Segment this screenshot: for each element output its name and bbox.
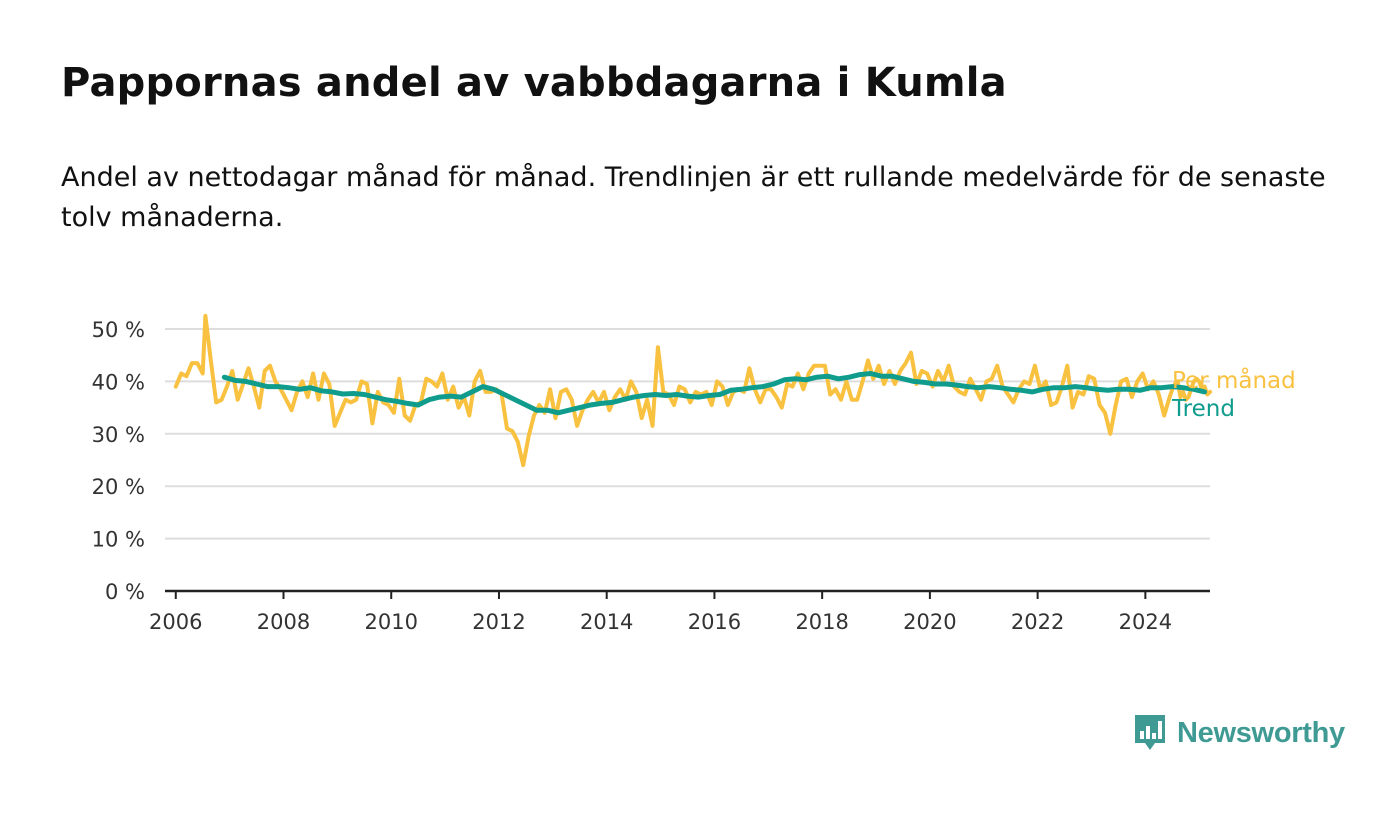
series-line-per-month bbox=[173, 313, 1212, 468]
newsworthy-logo-icon bbox=[1135, 715, 1165, 750]
y-tick-label: 20 % bbox=[92, 475, 145, 499]
y-tick-label: 30 % bbox=[92, 423, 145, 447]
y-tick-label: 40 % bbox=[92, 370, 145, 394]
chart-title: Pappornas andel av vabbdagarna i Kumla bbox=[61, 60, 1007, 106]
x-tick-label: 2008 bbox=[257, 610, 310, 634]
y-tick-label: 50 % bbox=[92, 318, 145, 342]
gridlines bbox=[165, 328, 1210, 540]
x-tick-label: 2012 bbox=[472, 610, 525, 634]
legend-label-trend: Trend bbox=[1171, 396, 1235, 422]
y-tick-label: 0 % bbox=[105, 580, 145, 604]
newsworthy-brand: Newsworthy bbox=[1133, 711, 1345, 755]
x-tick-label: 2006 bbox=[149, 610, 202, 634]
series-line-trend bbox=[221, 371, 1208, 416]
brand-name: Newsworthy bbox=[1177, 716, 1345, 749]
legend-label-per-month: Per månad bbox=[1172, 366, 1296, 394]
y-tick-label: 10 % bbox=[92, 528, 145, 552]
x-tick-label: 2016 bbox=[688, 610, 741, 634]
x-tick-label: 2024 bbox=[1119, 610, 1172, 634]
x-tick-label: 2020 bbox=[903, 610, 956, 634]
x-tick-label: 2010 bbox=[365, 610, 418, 634]
x-tick-label: 2014 bbox=[580, 610, 633, 634]
line-chart: 0 % 10 % 20 % 30 % 40 % 50 % 2006 2008 2010 2012 2… bbox=[92, 313, 1296, 634]
chart-subtitle: Andel av nettodagar månad för månad. Tre… bbox=[61, 162, 1326, 233]
axes: 0 % 10 % 20 % 30 % 40 % 50 % 2006 2008 2010 2012 2… bbox=[92, 318, 1210, 634]
x-tick-label: 2022 bbox=[1011, 610, 1064, 634]
x-tick-label: 2018 bbox=[795, 610, 848, 634]
series-lines bbox=[173, 313, 1212, 468]
